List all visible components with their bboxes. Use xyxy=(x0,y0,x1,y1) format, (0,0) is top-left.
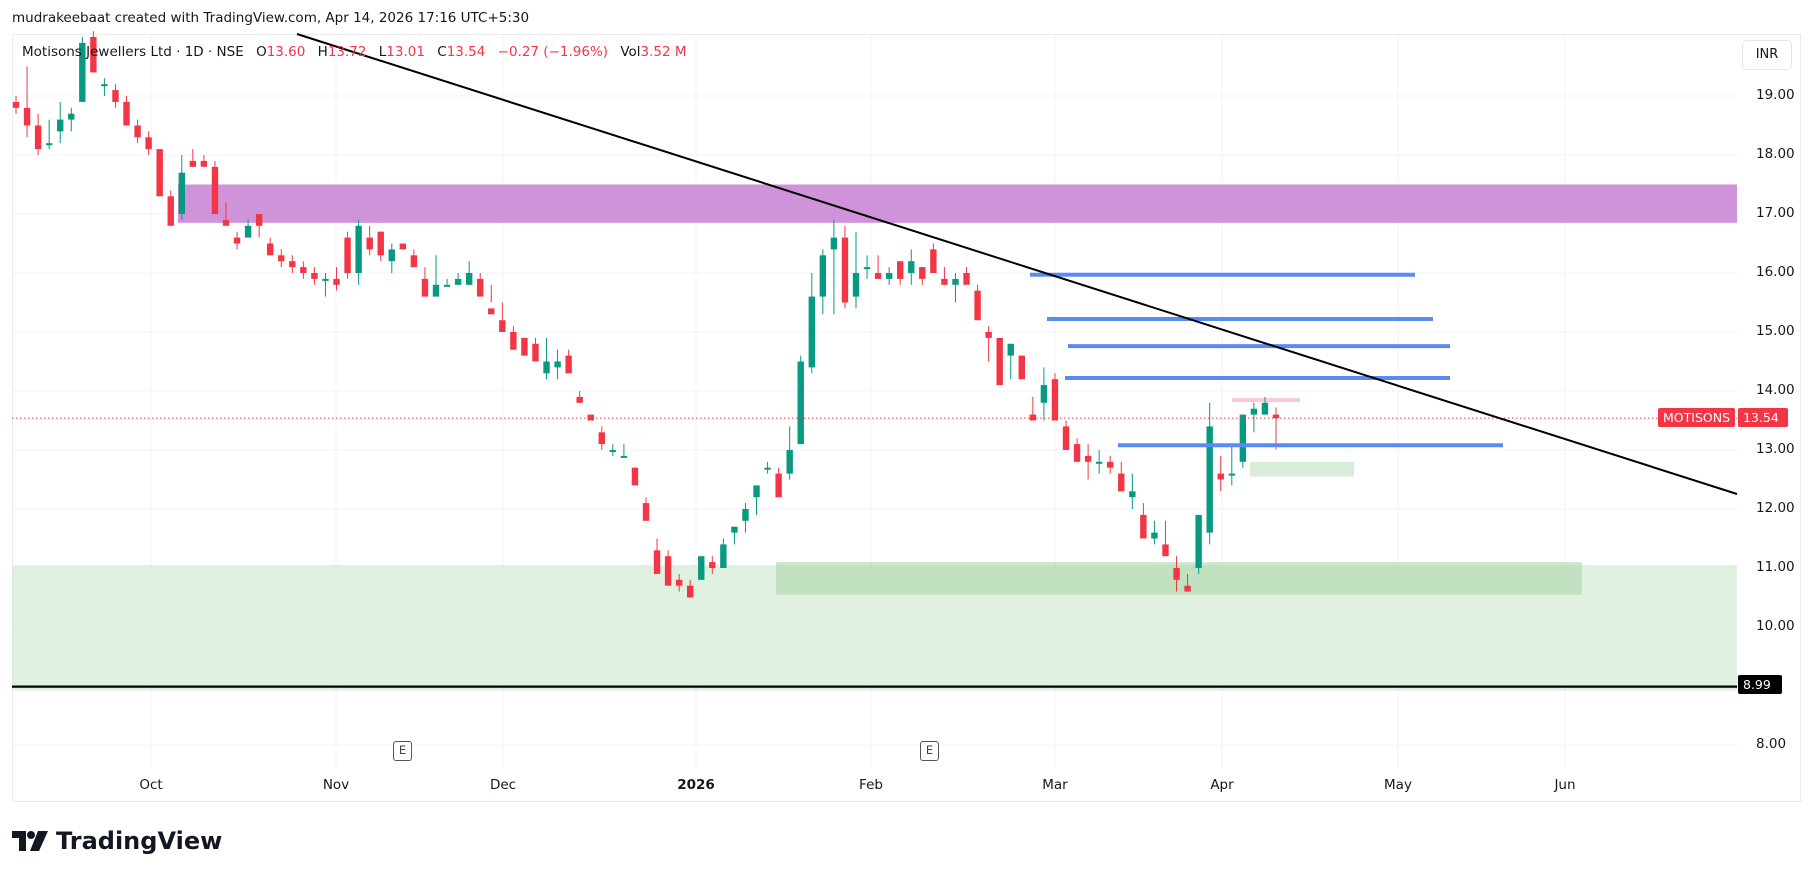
candlesticks xyxy=(12,31,1280,598)
close-label: C xyxy=(437,44,447,60)
earnings-marker-icon[interactable]: E xyxy=(393,741,412,761)
zones xyxy=(12,184,1737,691)
time-tick-label: Feb xyxy=(859,777,883,793)
price-tick-label: 12.00 xyxy=(1756,500,1795,516)
close-value: 13.54 xyxy=(446,44,486,60)
time-tick-label: Jun xyxy=(1554,777,1576,793)
price-tick-label: 13.00 xyxy=(1756,441,1795,457)
symbol-legend: Motisons Jewellers Ltd · 1D · NSE O13.60… xyxy=(22,44,687,60)
time-tick-label: 2026 xyxy=(677,777,715,793)
price-tick-label: 19.00 xyxy=(1756,87,1795,103)
high-value: 13.72 xyxy=(327,44,367,60)
small-support-zone xyxy=(1250,461,1354,477)
volume-label: Vol xyxy=(620,44,641,60)
symbol-price-tag: MOTISONS xyxy=(1658,408,1736,427)
price-tick-label: 14.00 xyxy=(1756,382,1795,398)
last-price-tag: 13.54 xyxy=(1738,408,1788,427)
tradingview-logo-icon xyxy=(12,831,48,851)
change-value: −0.27 (−1.96%) xyxy=(497,44,609,60)
tradingview-logo[interactable]: TradingView xyxy=(12,827,222,855)
open-value: 13.60 xyxy=(266,44,306,60)
earnings-marker-icon[interactable]: E xyxy=(920,741,939,761)
price-tick-label: 17.00 xyxy=(1756,205,1795,221)
price-tick-label: 11.00 xyxy=(1756,559,1795,575)
trend-line xyxy=(296,33,1738,495)
price-tick-label: 15.00 xyxy=(1756,323,1795,339)
resistance-marker xyxy=(1232,398,1300,403)
volume-value: 3.52 M xyxy=(640,44,687,60)
supply-zone xyxy=(178,184,1737,223)
time-tick-label: Apr xyxy=(1210,777,1234,793)
logo-text: TradingView xyxy=(56,827,223,855)
price-tick-label: 10.00 xyxy=(1756,618,1795,634)
price-tick-label: 18.00 xyxy=(1756,146,1795,162)
time-tick-label: May xyxy=(1384,777,1412,793)
open-label: O xyxy=(256,44,267,60)
time-tick-label: Oct xyxy=(139,777,163,793)
drawn-lines xyxy=(12,33,1738,688)
time-tick-label: Mar xyxy=(1042,777,1068,793)
level-price-tag: 8.99 xyxy=(1738,675,1782,694)
high-label: H xyxy=(317,44,328,60)
symbol-name: Motisons Jewellers Ltd · 1D · NSE xyxy=(22,44,244,60)
currency-button[interactable]: INR xyxy=(1742,40,1792,70)
time-tick-label: Dec xyxy=(489,777,517,793)
time-tick-label: Nov xyxy=(322,777,350,793)
chart-credit: mudrakeebaat created with TradingView.co… xyxy=(12,10,530,26)
price-tick-label: 8.00 xyxy=(1756,736,1787,752)
low-value: 13.01 xyxy=(386,44,425,60)
low-label: L xyxy=(378,44,387,60)
price-tick-label: 16.00 xyxy=(1756,264,1795,280)
